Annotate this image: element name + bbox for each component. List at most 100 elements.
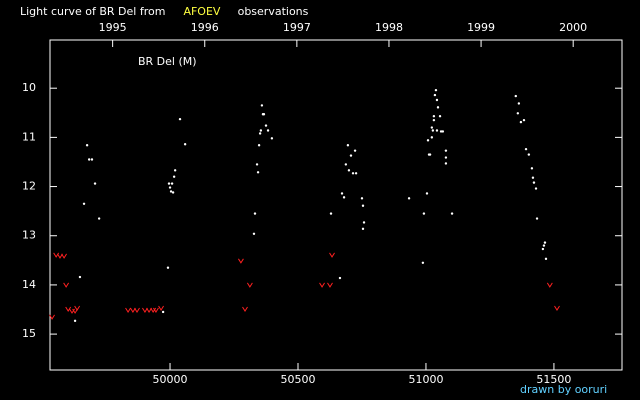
observation-point	[161, 310, 165, 314]
observation-point	[444, 156, 448, 159]
observation-point	[342, 196, 346, 199]
observation-point	[351, 172, 355, 175]
observation-point	[260, 104, 264, 107]
observation-point	[353, 149, 357, 152]
title-part: observations	[238, 5, 309, 18]
observation-point	[433, 93, 437, 97]
credit: drawn by ooruri	[520, 383, 607, 396]
observation-point	[258, 132, 262, 135]
observation-point	[439, 130, 443, 133]
y-tick-label: 12	[22, 180, 36, 193]
observation-point	[73, 319, 77, 323]
plot-frame	[49, 39, 623, 371]
x-tick-label: 50500	[280, 373, 315, 386]
x2-tick-label: 1999	[467, 21, 495, 34]
observation-point	[544, 257, 548, 261]
observation-point	[422, 212, 426, 215]
observation-point	[438, 115, 442, 118]
observation-point	[434, 88, 438, 92]
observation-point	[516, 112, 520, 115]
observation-point	[360, 197, 364, 200]
upper-limit-mark	[57, 253, 63, 259]
observation-point	[344, 163, 348, 166]
observation-point	[346, 144, 350, 147]
upper-limit-mark	[74, 305, 81, 311]
observation-point	[329, 212, 333, 215]
observation-point	[541, 247, 545, 251]
observation-point	[542, 244, 546, 247]
upper-limit-mark	[125, 307, 131, 313]
observation-point	[171, 191, 175, 194]
upper-limit-mark	[327, 282, 333, 288]
upper-limit-mark	[63, 282, 70, 288]
x-tick-label: 51500	[536, 373, 571, 386]
upper-limit-mark	[554, 305, 560, 311]
observation-point	[354, 172, 358, 175]
observation-point	[168, 186, 172, 189]
upper-limit-mark	[129, 307, 136, 313]
observation-point	[85, 144, 89, 147]
observation-point	[430, 126, 434, 129]
observation-point	[340, 192, 344, 195]
observation-point	[255, 163, 259, 166]
observation-point	[362, 221, 366, 224]
y-tick-label: 10	[22, 81, 36, 94]
observation-point	[97, 217, 101, 220]
observation-point	[441, 130, 445, 133]
observation-point	[444, 162, 448, 165]
upper-limit-mark	[61, 253, 68, 259]
observation-point	[432, 118, 436, 122]
star-label: BR Del (M)	[138, 55, 197, 68]
observation-point	[266, 129, 270, 132]
upper-limit-mark	[49, 314, 55, 320]
observation-point	[183, 143, 187, 146]
observation-point	[524, 147, 528, 151]
observation-point	[436, 106, 440, 109]
observation-point	[87, 158, 91, 161]
observation-point	[90, 158, 94, 161]
upper-limit-mark	[146, 307, 152, 313]
observation-point	[517, 102, 521, 105]
observation-point	[435, 129, 439, 132]
observation-point	[262, 113, 266, 116]
observation-point	[431, 129, 435, 132]
upper-limit-mark	[242, 306, 248, 312]
observation-point	[519, 120, 523, 124]
observation-point	[253, 212, 257, 215]
y-tick-label: 15	[22, 327, 36, 340]
observation-point	[425, 192, 429, 195]
upper-limit-mark	[65, 306, 72, 312]
observation-point	[407, 197, 411, 200]
x2-tick-label: 1998	[375, 21, 403, 34]
observation-point	[82, 202, 86, 205]
upper-limit-mark	[237, 258, 244, 264]
observation-point	[172, 175, 176, 178]
observation-point	[361, 227, 365, 231]
observation-point	[534, 187, 538, 190]
observation-point	[178, 117, 182, 121]
chart-title: Light curve of BR Del from AFOEV observati…	[20, 5, 309, 18]
upper-limit-mark	[319, 282, 325, 288]
observation-point	[435, 98, 439, 102]
observation-point	[170, 182, 174, 185]
observation-point	[349, 154, 353, 157]
upper-limit-mark	[546, 282, 553, 288]
observation-point	[338, 276, 342, 280]
observation-point	[167, 182, 171, 185]
x2-tick-label: 1997	[283, 21, 311, 34]
x2-tick-label: 2000	[559, 21, 587, 34]
observation-point	[259, 129, 263, 132]
observation-point	[93, 182, 97, 185]
title-part: Light curve of BR Del from	[20, 5, 165, 18]
x2-tick-label: 1995	[99, 21, 127, 34]
observation-point	[532, 181, 536, 184]
observation-point	[426, 139, 430, 142]
y-tick-label: 11	[22, 130, 36, 143]
observation-point	[430, 136, 434, 139]
observation-point	[166, 266, 170, 269]
observation-point	[421, 261, 425, 264]
upper-limit-mark	[158, 305, 164, 311]
observation-point	[264, 124, 268, 127]
